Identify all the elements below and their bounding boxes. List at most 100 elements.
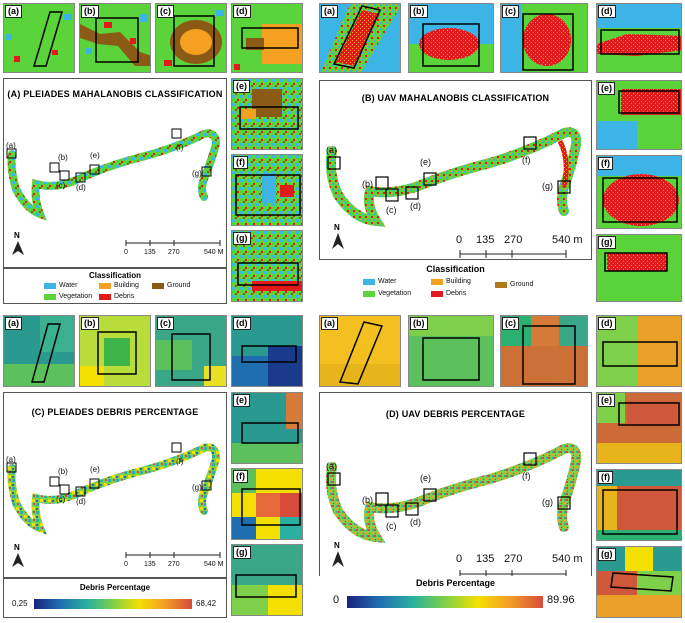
thumb-a-e: (e) (231, 78, 303, 150)
thumb-a-g: (g) (231, 230, 303, 302)
legend-label: Debris (446, 290, 467, 297)
scale-tick: 270 (504, 234, 523, 246)
site-label: (b) (58, 467, 68, 476)
thumb-label: (f) (598, 157, 613, 170)
panel-a: (a) (b) (c) (A) PLEIADES MAHALANOBIS CLA… (0, 0, 310, 305)
site-label: (b) (362, 495, 373, 505)
thumb-d-c: (c) (500, 315, 588, 387)
thumb-label: (c) (502, 5, 519, 18)
legend-max: 68,42 (196, 599, 217, 608)
site-label: (g) (192, 483, 202, 492)
legend-c: Debris Percentage 0,25 68,42 (3, 578, 227, 618)
thumb-label: (f) (233, 156, 248, 169)
legend-d: Debris Percentage 0 89.96 (319, 576, 592, 618)
legend-title: Classification (426, 264, 485, 274)
legend-b: Classification Water Vegetation Building… (319, 262, 592, 302)
map-title: (C) PLEIADES DEBRIS PERCENTAGE (31, 407, 199, 417)
thumb-label: (f) (233, 470, 248, 483)
thumb-label: (e) (233, 394, 250, 407)
site-label: (c) (56, 495, 66, 504)
thumb-label: (a) (321, 5, 338, 18)
thumb-label: (c) (157, 317, 174, 330)
thumb-c-c: (c) (155, 315, 227, 387)
scale-bar-icon (459, 250, 567, 258)
site-label: (c) (386, 205, 397, 215)
thumb-c-b: (b) (79, 315, 151, 387)
swatch-vegetation (44, 294, 56, 300)
thumb-a-d: (d) (231, 3, 303, 73)
thumb-label: (e) (598, 82, 615, 95)
legend-label: Debris (114, 293, 135, 300)
north-arrow-label: N (334, 223, 340, 232)
colorbar (34, 599, 192, 609)
legend-title: Debris Percentage (79, 583, 151, 592)
thumb-a-f: (f) (231, 154, 303, 226)
thumb-label: (d) (233, 317, 251, 330)
thumb-c-g: (g) (231, 544, 303, 616)
legend-label: Ground (510, 281, 534, 288)
scale-tick: 0 (124, 561, 128, 568)
thumb-c-a: (a) (3, 315, 75, 387)
scale-bar-icon (125, 240, 221, 246)
thumb-c-e: (e) (231, 392, 303, 464)
scale-tick: 135 (476, 553, 495, 565)
north-arrow-icon (12, 241, 24, 255)
north-arrow-label: N (14, 231, 20, 240)
map-c: (C) PLEIADES DEBRIS PERCENTAGE (a) (b) (… (3, 392, 227, 578)
legend-min: 0,25 (12, 599, 28, 608)
map-d: (D) UAV DEBRIS PERCENTAGE (a) (b) (c) (d… (319, 392, 592, 582)
thumb-label: (b) (81, 317, 99, 330)
legend-label: Vegetation (378, 290, 412, 297)
thumb-d-g: (g) (596, 546, 682, 618)
legend-label: Vegetation (59, 293, 93, 300)
map-title: (D) UAV DEBRIS PERCENTAGE (385, 409, 526, 419)
site-label: (d) (410, 201, 421, 211)
site-label: (f) (522, 471, 531, 481)
thumb-label: (a) (5, 5, 22, 18)
panel-c: (a) (b) (c) (C) PLEIADES DEBRIS PERCENTA… (0, 312, 310, 623)
scale-tick: 270 (168, 561, 180, 568)
river-debris (325, 443, 582, 543)
thumb-a-b: (b) (79, 3, 151, 73)
thumb-label: (d) (233, 5, 251, 18)
thumb-b-e: (e) (596, 80, 682, 150)
site-label: (f) (522, 155, 531, 165)
swatch-building (431, 279, 443, 285)
scale-tick: 270 (504, 553, 523, 565)
site-label: (a) (6, 141, 16, 150)
north-arrow-label: N (14, 543, 20, 552)
scale-tick: 0 (456, 234, 463, 246)
thumb-label: (g) (598, 548, 616, 561)
legend-label: Water (59, 282, 78, 289)
scale-tick: 0 (456, 553, 463, 565)
thumb-label: (e) (598, 394, 615, 407)
thumb-label: (a) (5, 317, 22, 330)
river-classification (6, 128, 221, 221)
map-title: (B) UAV MAHALANOBIS CLASSIFICATION (361, 93, 550, 103)
thumb-a-a: (a) (3, 3, 75, 73)
panel-b: (a) (b) (c) (d) (B) UAV MAHALANOBIS CLAS… (316, 0, 685, 305)
swatch-water (44, 283, 56, 289)
thumb-c-f: (f) (231, 468, 303, 540)
thumb-label: (e) (233, 80, 250, 93)
thumb-label: (g) (233, 232, 251, 245)
site-label: (d) (76, 497, 86, 506)
thumb-b-g: (g) (596, 234, 682, 302)
scale-tick: 135 (144, 561, 156, 568)
scale-tick: 135 (476, 234, 495, 246)
panel-d: (a) (b) (c) (d) (D) UAV DEBRIS PERCENTAG… (316, 312, 685, 623)
scale-tick: 540 m (552, 234, 583, 246)
thumb-label: (g) (598, 236, 616, 249)
swatch-debris (431, 291, 443, 297)
site-label: (e) (90, 151, 100, 160)
colorbar (347, 596, 543, 608)
site-label: (f) (176, 457, 184, 466)
legend-label: Building (446, 278, 471, 285)
scale-tick: 135 (144, 249, 156, 256)
river-classification (325, 127, 582, 227)
map-b: (B) UAV MAHALANOBIS CLASSIFICATION (a) (… (319, 80, 592, 260)
thumb-label: (c) (502, 317, 519, 330)
map-title: (A) PLEIADES MAHALANOBIS CLASSIFICATION (7, 89, 223, 99)
legend-max: 89.96 (547, 594, 575, 606)
site-label: (c) (386, 521, 397, 531)
